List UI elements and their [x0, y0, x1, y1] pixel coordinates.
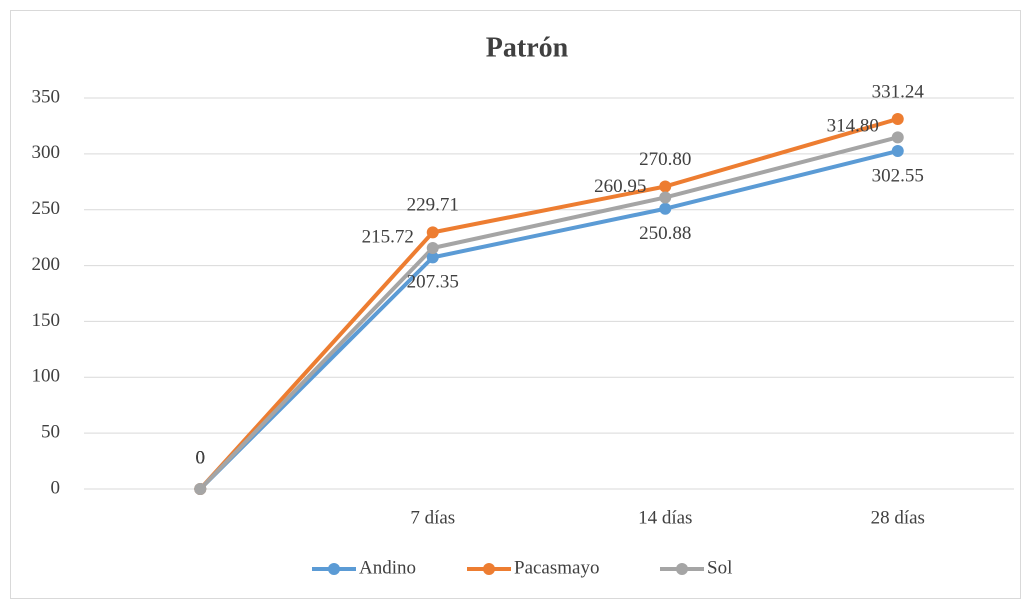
data-label: 0	[196, 447, 206, 468]
x-tick-label: 14 días	[638, 507, 692, 528]
marker	[426, 226, 439, 239]
x-tick-label: 7 días	[410, 507, 455, 528]
chart-title: Patrón	[486, 32, 569, 63]
chart-frame	[10, 10, 1021, 599]
legend-label: Sol	[707, 557, 732, 578]
data-label: 215.72	[362, 226, 414, 247]
data-label: 260.95	[594, 176, 646, 197]
y-tick-label: 100	[32, 366, 61, 387]
legend-label: Andino	[359, 557, 416, 578]
marker	[659, 180, 672, 193]
legend-marker	[328, 563, 340, 575]
y-tick-label: 0	[51, 477, 61, 498]
data-label: 314.80	[827, 116, 879, 137]
marker	[194, 483, 207, 495]
y-tick-label: 200	[32, 254, 61, 275]
legend-label: Pacasmayo	[514, 557, 599, 578]
marker	[891, 112, 904, 125]
data-label: 331.24	[872, 81, 925, 102]
data-label: 229.71	[407, 195, 459, 216]
marker	[891, 145, 904, 158]
series-line	[198, 149, 899, 491]
series-line	[198, 117, 899, 491]
data-label: 270.80	[639, 149, 691, 170]
data-label: 0	[196, 447, 206, 468]
marker	[659, 191, 672, 204]
data-label: 302.55	[872, 165, 924, 186]
y-tick-label: 150	[32, 310, 61, 331]
data-label: 207.35	[407, 272, 459, 293]
marker	[426, 242, 439, 255]
y-tick-label: 250	[32, 198, 61, 219]
marker	[891, 131, 904, 144]
y-tick-label: 350	[32, 86, 61, 107]
legend-marker	[676, 563, 688, 575]
data-label: 0	[196, 447, 206, 468]
y-tick-label: 300	[32, 142, 61, 163]
legend-marker	[483, 563, 495, 575]
data-label: 250.88	[639, 223, 691, 244]
marker	[426, 251, 439, 264]
marker	[659, 202, 672, 215]
series-line	[198, 135, 899, 491]
x-tick-label: 28 días	[871, 507, 925, 528]
y-tick-label: 50	[41, 422, 60, 443]
